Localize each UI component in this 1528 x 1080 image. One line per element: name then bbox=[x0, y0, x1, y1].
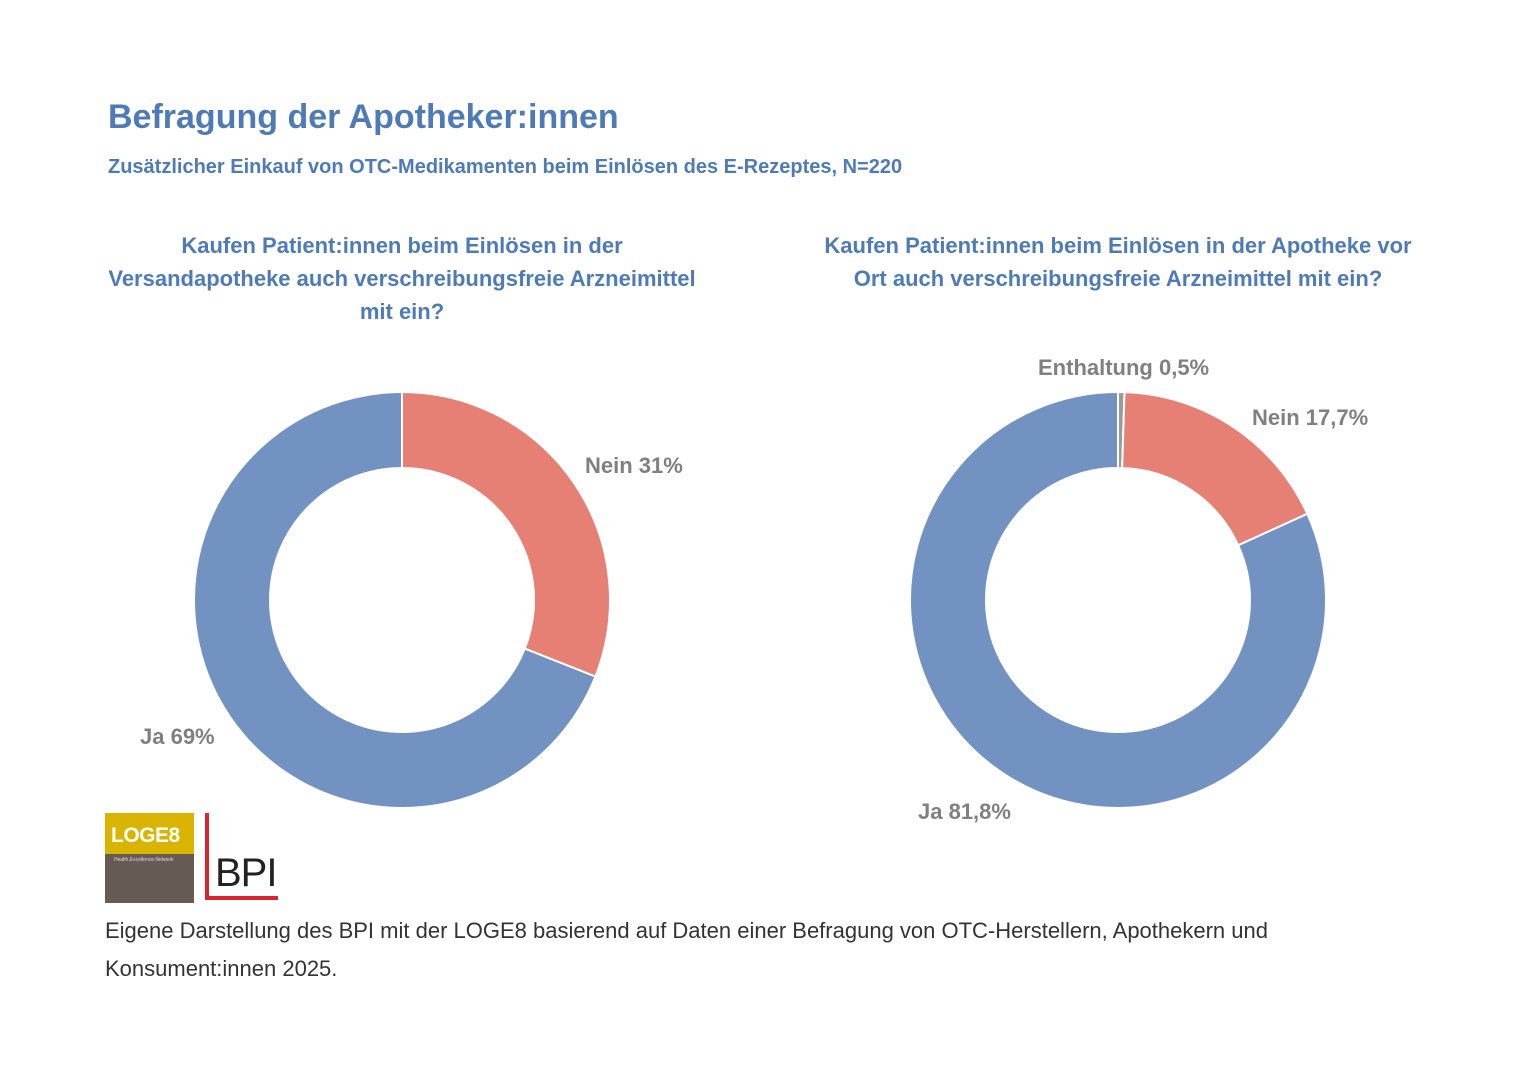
slice-label-ja: Ja 69% bbox=[140, 724, 215, 749]
loge8-logo: LOGE8 Health.Excellence.Network bbox=[105, 813, 194, 903]
donut-chart-versandapotheke: Nein 31% Ja 69% bbox=[140, 390, 683, 809]
donut-slice-ja bbox=[909, 390, 1327, 809]
chart-2-title: Kaufen Patient:innen beim Einlösen in de… bbox=[824, 233, 1412, 291]
source-note: Eigene Darstellung des BPI mit der LOGE8… bbox=[105, 918, 1268, 981]
bpi-logo-name: BPI bbox=[215, 851, 277, 895]
loge8-logo-tagline: Health.Excellence.Network bbox=[105, 854, 194, 903]
donut-chart-apotheke-vor-ort: Enthaltung 0,5% Nein 17,7% Ja 81,8% bbox=[909, 355, 1368, 824]
loge8-logo-name: LOGE8 bbox=[105, 813, 194, 854]
slice-label-ja: Ja 81,8% bbox=[918, 799, 1011, 824]
slice-label-enthaltung: Enthaltung 0,5% bbox=[1038, 355, 1209, 380]
chart-1-title: Kaufen Patient:innen beim Einlösen in de… bbox=[108, 233, 696, 324]
donut-slice-ja bbox=[193, 390, 597, 809]
page-title: Befragung der Apotheker:innen bbox=[108, 98, 619, 136]
bpi-logo-bar bbox=[205, 813, 209, 900]
bpi-logo-underline bbox=[205, 896, 278, 900]
slice-label-nein: Nein 31% bbox=[585, 453, 683, 478]
page-subtitle: Zusätzlicher Einkauf von OTC-Medikamente… bbox=[108, 156, 903, 178]
donut-slice-nein bbox=[401, 390, 611, 678]
bpi-logo: BPI bbox=[205, 813, 278, 900]
slice-label-nein: Nein 17,7% bbox=[1252, 405, 1368, 430]
